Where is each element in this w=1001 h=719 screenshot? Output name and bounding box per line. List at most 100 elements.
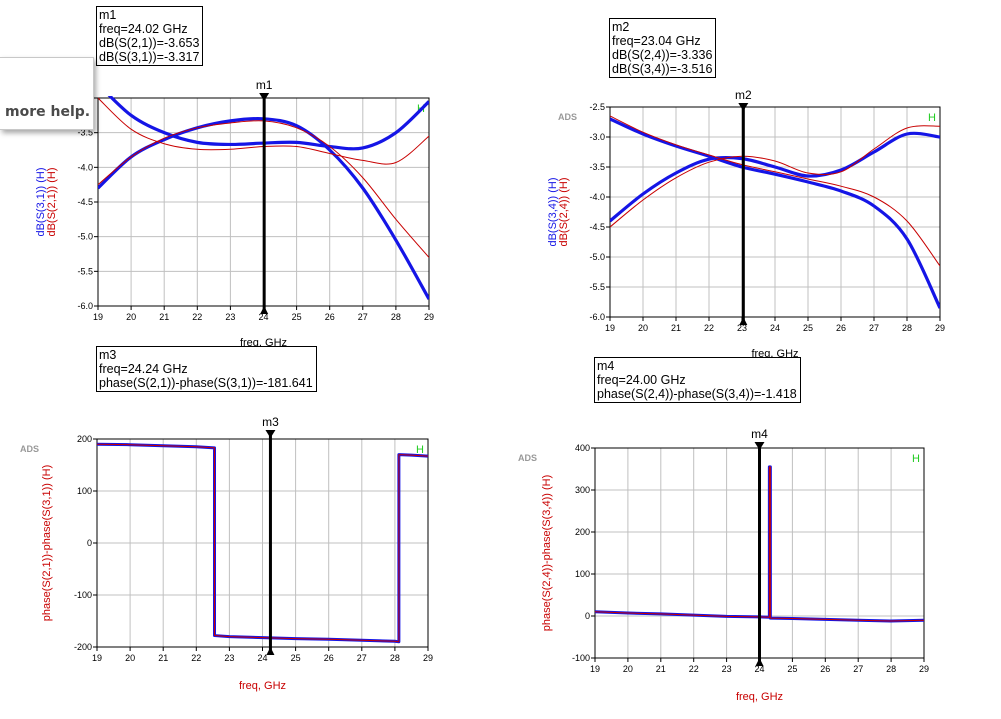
x-tick-label: 23 [225, 312, 235, 322]
x-tick-label: 28 [886, 664, 896, 674]
marker-triangle-bottom [739, 317, 748, 325]
y-axis-label: dB(S(2,1)) (H) [46, 167, 58, 236]
marker-label: m1 [256, 78, 273, 92]
y-tick-label: -5.5 [77, 266, 93, 276]
y-tick-label: -200 [74, 642, 92, 652]
marker-name: m1 [99, 8, 117, 22]
x-tick-label: 28 [902, 323, 912, 333]
marker-triangle-top [754, 442, 765, 450]
series-line [610, 115, 940, 267]
x-tick-label: 22 [191, 653, 201, 663]
x-tick-label: 20 [638, 323, 648, 333]
y-tick-label: -100 [74, 590, 92, 600]
y-axis-label: dB(S(3,4)) (H) [547, 177, 559, 246]
marker-readout-m1[interactable]: m1 freq=24.02 GHz dB(S(2,1))=-3.653 dB(S… [96, 6, 204, 66]
x-tick-label: 19 [590, 664, 600, 674]
x-tick-label: 29 [919, 664, 929, 674]
series-line [610, 131, 940, 223]
x-tick-label: 25 [803, 323, 813, 333]
x-tick-label: 21 [656, 664, 666, 674]
x-tick-label: 21 [159, 312, 169, 322]
ads-label: ADS [518, 453, 537, 463]
y-tick-label: 100 [77, 486, 92, 496]
y-tick-label: 100 [575, 569, 590, 579]
ads-label: ADS [20, 444, 39, 454]
y-tick-label: -3.5 [77, 128, 93, 138]
marker-freq: freq=24.24 GHz [99, 362, 188, 376]
marker-readout-m4[interactable]: m4 freq=24.00 GHz phase(S(2,4))-phase(S(… [594, 357, 801, 403]
chart-1: 1920212223242526272829-3.0-3.5-4.0-4.5-5… [35, 78, 434, 349]
ads-label: ADS [558, 112, 577, 122]
y-tick-label: -3.5 [589, 162, 605, 172]
x-tick-label: 19 [92, 653, 102, 663]
y-tick-label: -2.5 [589, 102, 605, 112]
y-tick-label: -4.5 [77, 197, 93, 207]
y-tick-label: 200 [575, 527, 590, 537]
marker-value: phase(S(2,4))-phase(S(3,4))=-1.418 [597, 387, 797, 401]
h-indicator: H [928, 112, 936, 124]
x-tick-label: 24 [258, 312, 268, 322]
x-tick-label: 29 [423, 653, 433, 663]
y-tick-label: 300 [575, 485, 590, 495]
series-group [595, 465, 924, 623]
marker-triangle-bottom [755, 658, 764, 666]
series-group [610, 115, 940, 309]
x-tick-label: 24 [770, 323, 780, 333]
x-tick-label: 19 [93, 312, 103, 322]
y-tick-label: 200 [77, 434, 92, 444]
help-popup[interactable]: more help. [0, 57, 94, 130]
x-tick-label: 19 [605, 323, 615, 333]
y-tick-label: -3.0 [589, 132, 605, 142]
y-axis-label: dB(S(2,4)) (H) [558, 177, 570, 246]
y-tick-label: 0 [585, 611, 590, 621]
y-tick-label: -5.0 [589, 252, 605, 262]
x-tick-label: 21 [671, 323, 681, 333]
y-axis-label: phase(S(2,1))-phase(S(3,1)) (H) [41, 465, 53, 622]
x-tick-label: 22 [689, 664, 699, 674]
marker-value: dB(S(3,4))=-3.516 [612, 62, 713, 76]
x-tick-label: 25 [787, 664, 797, 674]
x-tick-label: 25 [291, 653, 301, 663]
marker-triangle-bottom [260, 306, 269, 314]
x-tick-label: 22 [704, 323, 714, 333]
series-line [97, 443, 428, 643]
y-tick-label: -4.5 [589, 222, 605, 232]
x-tick-label: 27 [853, 664, 863, 674]
x-tick-label: 27 [358, 312, 368, 322]
marker-label: m4 [751, 427, 768, 441]
marker-value: dB(S(2,4))=-3.336 [612, 48, 713, 62]
marker-name: m2 [612, 20, 630, 34]
x-tick-label: 23 [722, 664, 732, 674]
y-tick-label: -6.0 [77, 301, 93, 311]
series-line [595, 466, 924, 622]
marker-freq: freq=24.00 GHz [597, 373, 686, 387]
x-tick-label: 24 [754, 664, 764, 674]
series-group [97, 442, 428, 644]
x-tick-label: 25 [292, 312, 302, 322]
marker-readout-m2[interactable]: m2 freq=23.04 GHz dB(S(2,4))=-3.336 dB(S… [609, 18, 717, 78]
y-axis-label: dB(S(3,1)) (H) [35, 167, 47, 236]
x-tick-label: 24 [257, 653, 267, 663]
marker-value: dB(S(2,1))=-3.653 [99, 36, 200, 50]
marker-value: phase(S(2,1))-phase(S(3,1))=-181.641 [99, 376, 313, 390]
marker-name: m3 [99, 348, 117, 362]
marker-readout-m3[interactable]: m3 freq=24.24 GHz phase(S(2,1))-phase(S(… [96, 346, 317, 392]
x-tick-label: 23 [224, 653, 234, 663]
y-axis-label: phase(S(2,4))-phase(S(3,4)) (H) [541, 475, 553, 632]
marker-value: dB(S(3,1))=-3.317 [99, 50, 200, 64]
y-tick-label: -5.0 [77, 232, 93, 242]
x-tick-label: 26 [820, 664, 830, 674]
x-tick-label: 28 [391, 312, 401, 322]
plot-frame [96, 438, 429, 648]
chart-2: 19 20 21 22 23 24 25 26 27 28 29 -2.5 -3.0 -3.5 -4.0 -4… [547, 88, 945, 360]
chart-4: 19 20 21 22 23 24 25 26 27 28 29 400 300 200 100 0 -100 f… [518, 427, 929, 703]
x-tick-label: 20 [623, 664, 633, 674]
marker-triangle-top [265, 430, 276, 438]
plot-frame [609, 106, 941, 318]
marker-label: m3 [262, 415, 279, 429]
x-tick-label: 28 [390, 653, 400, 663]
y-tick-label: -6.0 [589, 312, 605, 322]
x-tick-label: 23 [737, 323, 747, 333]
marker-label: m2 [735, 88, 752, 102]
marker-triangle-bottom [266, 647, 275, 655]
